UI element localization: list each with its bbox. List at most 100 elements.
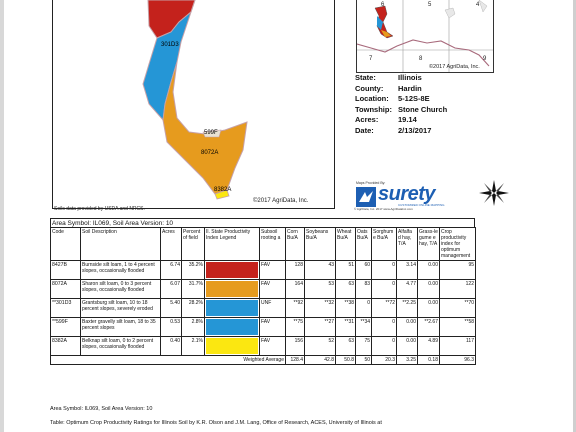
- info-value: Stone Church: [398, 104, 448, 114]
- soil-map[interactable]: 301D3 599F 8072A 8382A ©2017 AgriData, I…: [52, 0, 335, 209]
- col-percent: Percent of field: [181, 227, 205, 261]
- cell-subsoil: FAV: [259, 336, 286, 356]
- col-code: Code: [50, 227, 81, 261]
- cell-soy: 43: [304, 260, 336, 280]
- info-row-state: State: Illinois: [355, 73, 495, 84]
- cell-legend: [204, 298, 260, 318]
- cell-sorghum: **72: [371, 298, 397, 318]
- col-oats: Oats Bu/A: [355, 227, 372, 261]
- info-key: Location:: [355, 94, 389, 103]
- cell-wheat: 63: [335, 336, 356, 356]
- wavg-sorghum: 20.3: [371, 355, 397, 365]
- locator-map[interactable]: 6 5 4 7 8 9 ©2017 AgriData, Inc.: [356, 0, 494, 73]
- col-acres: Acres: [160, 227, 182, 261]
- surety-logo[interactable]: Maps Provided By: surety CUSTOMIZED ONLI…: [354, 181, 466, 211]
- map-label-301d3: 301D3: [161, 42, 179, 48]
- cell-corn: **92: [285, 298, 305, 318]
- cell-pct: 2.8%: [181, 317, 205, 337]
- cell-acres: 0.53: [160, 317, 182, 337]
- legend-swatch: [206, 300, 258, 316]
- maps-provided-by: Maps Provided By:: [356, 181, 386, 185]
- cell-subsoil: UNF: [259, 298, 286, 318]
- locator-section-7: 7: [369, 56, 373, 62]
- table-row: **301D3 Grantsburg silt loam, 10 to 18 p…: [50, 298, 476, 318]
- info-value: 19.14: [398, 115, 417, 124]
- cell-desc: Burnside silt loam, 1 to 4 percent slope…: [80, 260, 161, 280]
- cell-soy: 53: [304, 279, 336, 299]
- cell-acres: 0.40: [160, 336, 182, 356]
- cell-sorghum: 0: [371, 260, 397, 280]
- col-wheat: Wheat Bu/A: [335, 227, 356, 261]
- table-row: 8072A Sharon silt loam, 0 to 3 percent s…: [50, 279, 476, 299]
- soil-map-polygons: [142, 0, 248, 200]
- info-value: Hardin: [398, 83, 422, 93]
- legend-swatch: [206, 262, 258, 278]
- cell-alfalfa: 0.00: [396, 336, 418, 356]
- locator-section-9: 9: [483, 56, 487, 62]
- col-grass-legume: Grass-le gume e hay, T/A: [417, 227, 440, 261]
- surety-url: © AgriData, Inc. 2017 www.AgriDataInc.co…: [354, 207, 413, 211]
- cell-code: **599F: [50, 317, 81, 337]
- cell-legend: [204, 336, 260, 356]
- info-row-date: Date: 2/13/2017: [355, 126, 495, 137]
- area-symbol-note: Area Symbol: IL069, Soil Area Version: 1…: [50, 406, 153, 412]
- cell-legend: [204, 260, 260, 280]
- info-key: Date:: [355, 125, 374, 135]
- legend-swatch: [206, 338, 258, 354]
- cell-wheat: 51: [335, 260, 356, 280]
- weighted-average-row: Weighted Average 128.4 42.8 50.8 50 20.3…: [50, 355, 476, 365]
- info-row-acres: Acres: 19.14: [355, 115, 495, 126]
- cell-oats: 83: [355, 279, 372, 299]
- cell-sorghum: 0: [371, 317, 397, 337]
- wavg-oats: 50: [355, 355, 372, 365]
- cell-soy: **27: [304, 317, 336, 337]
- col-soybeans: Soybeans Bu/A: [304, 227, 336, 261]
- cell-wheat: **38: [335, 298, 356, 318]
- wavg-wheat: 50.8: [335, 355, 356, 365]
- cell-subsoil: FAV: [259, 260, 286, 280]
- col-soil-description: Soil Description: [80, 227, 161, 261]
- cell-sorghum: 0: [371, 279, 397, 299]
- cell-pct: 35.2%: [181, 260, 205, 280]
- table-row: 8382A Belknap silt loam, 0 to 2 percent …: [50, 336, 476, 356]
- col-sorghum: Sorghum e Bu/A: [371, 227, 397, 261]
- map-label-8382a: 8382A: [214, 187, 232, 193]
- cell-grass: 0.00: [417, 298, 440, 318]
- cell-oats: **34: [355, 317, 372, 337]
- wavg-soy: 42.8: [304, 355, 336, 365]
- main-map-copyright: ©2017 AgriData, Inc.: [253, 198, 309, 204]
- wavg-corn: 128.4: [285, 355, 305, 365]
- cell-alfalfa: 0.00: [396, 317, 418, 337]
- wavg-grass: 0.18: [417, 355, 440, 365]
- info-key: Acres:: [355, 115, 379, 124]
- wavg-cpi: 96.3: [439, 355, 476, 365]
- cell-corn: 156: [285, 336, 305, 356]
- cell-cpi: 95: [439, 260, 476, 280]
- cell-alfalfa: 3.14: [396, 260, 418, 280]
- cell-grass: 0.00: [417, 279, 440, 299]
- col-corn: Corn Bu/A: [285, 227, 305, 261]
- cell-acres: 5.40: [160, 298, 182, 318]
- locator-section-5: 5: [428, 2, 432, 8]
- cell-desc: Baxter gravelly silt loam, 18 to 35 perc…: [80, 317, 161, 337]
- info-key: County:: [355, 83, 384, 93]
- cell-pct: 2.1%: [181, 336, 205, 356]
- cell-oats: 60: [355, 260, 372, 280]
- cell-cpi: 117: [439, 336, 476, 356]
- cell-pct: 31.7%: [181, 279, 205, 299]
- cell-code: 8072A: [50, 279, 81, 299]
- locator-map-graphic: [357, 0, 493, 72]
- cell-alfalfa: **2.25: [396, 298, 418, 318]
- cell-grass: **2.67: [417, 317, 440, 337]
- locator-section-6: 6: [381, 2, 385, 8]
- cell-wheat: 63: [335, 279, 356, 299]
- cell-desc: Grantsburg silt loam, 10 to 18 percent s…: [80, 298, 161, 318]
- cell-alfalfa: 4.77: [396, 279, 418, 299]
- map-region-yellow: [214, 189, 230, 200]
- info-value: 5-12S-8E: [398, 94, 430, 103]
- cell-sorghum: 0: [371, 336, 397, 356]
- legend-swatch: [206, 281, 258, 297]
- map-label-8072a: 8072A: [201, 150, 219, 156]
- cell-subsoil: FAV: [259, 317, 286, 337]
- cell-wheat: **31: [335, 317, 356, 337]
